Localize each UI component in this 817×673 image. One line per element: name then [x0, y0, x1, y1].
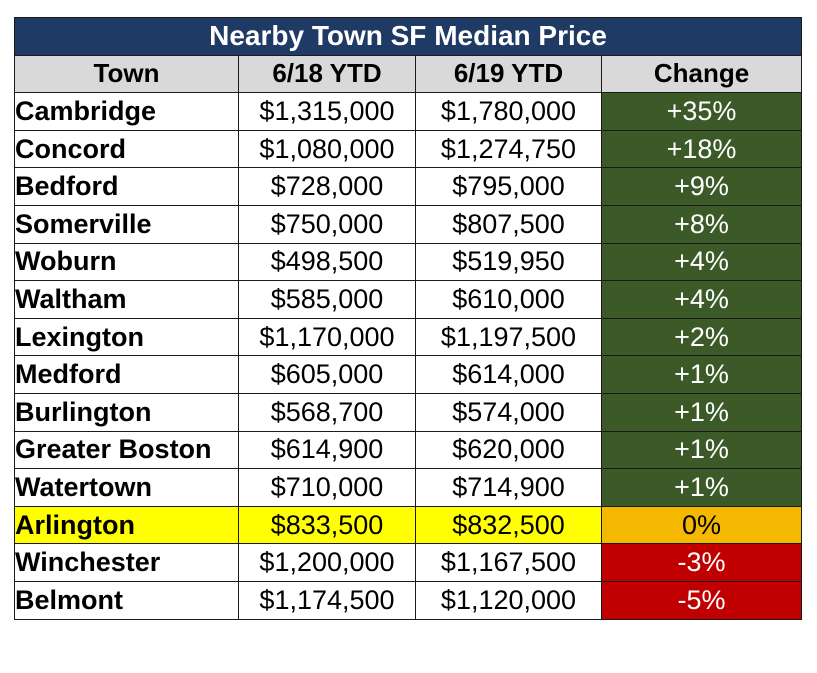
town-cell: Greater Boston	[14, 430, 239, 470]
change-cell: +1%	[600, 355, 803, 394]
price-2018-cell: $568,700	[238, 392, 416, 432]
price-2018-cell: $1,174,500	[238, 580, 416, 620]
price-2019-cell: $807,500	[415, 204, 602, 244]
table-row: Medford $605,000 $614,000 +1%	[14, 355, 803, 394]
change-cell: +1%	[600, 468, 803, 507]
town-cell: Burlington	[14, 392, 239, 432]
table-row: Somerville $750,000 $807,500 +8%	[14, 204, 803, 244]
table-row: Belmont $1,174,500 $1,120,000 -5%	[14, 580, 803, 620]
price-2018-cell: $833,500	[238, 505, 416, 545]
table-row: Lexington $1,170,000 $1,197,500 +2%	[14, 317, 803, 357]
price-2018-cell: $605,000	[238, 355, 416, 394]
change-cell: +4%	[600, 242, 803, 282]
price-2019-cell: $620,000	[415, 430, 602, 470]
table-row: Waltham $585,000 $610,000 +4%	[14, 280, 803, 319]
change-cell: -3%	[600, 543, 803, 582]
town-cell: Arlington	[14, 505, 239, 545]
price-2019-cell: $519,950	[415, 242, 602, 282]
price-2018-cell: $614,900	[238, 430, 416, 470]
town-cell: Concord	[14, 129, 239, 169]
price-2019-cell: $795,000	[415, 167, 602, 206]
column-header-6-19-ytd: 6/19 YTD	[415, 54, 602, 94]
change-cell: 0%	[600, 505, 803, 545]
table-row: Bedford $728,000 $795,000 +9%	[14, 167, 803, 206]
median-price-table: Nearby Town SF Median Price Town 6/18 YT…	[13, 17, 803, 620]
change-cell: +18%	[600, 129, 803, 169]
town-cell: Watertown	[14, 468, 239, 507]
change-cell: +35%	[600, 92, 803, 131]
column-header-6-18-ytd: 6/18 YTD	[238, 54, 416, 94]
table-row: Cambridge $1,315,000 $1,780,000 +35%	[14, 92, 803, 131]
price-2018-cell: $585,000	[238, 280, 416, 319]
change-cell: +9%	[600, 167, 803, 206]
price-2019-cell: $1,780,000	[415, 92, 602, 131]
price-2018-cell: $1,315,000	[238, 92, 416, 131]
column-header-change: Change	[600, 54, 803, 94]
table-row: Burlington $568,700 $574,000 +1%	[14, 392, 803, 432]
change-cell: -5%	[600, 580, 803, 620]
town-cell: Somerville	[14, 204, 239, 244]
change-cell: +1%	[600, 430, 803, 470]
price-2019-cell: $1,197,500	[415, 317, 602, 357]
price-2018-cell: $1,080,000	[238, 129, 416, 169]
price-2019-cell: $832,500	[415, 505, 602, 545]
price-2019-cell: $1,120,000	[415, 580, 602, 620]
price-2019-cell: $574,000	[415, 392, 602, 432]
price-2018-cell: $710,000	[238, 468, 416, 507]
price-2018-cell: $1,170,000	[238, 317, 416, 357]
table-row: Woburn $498,500 $519,950 +4%	[14, 242, 803, 282]
table-body: Cambridge $1,315,000 $1,780,000 +35% Concord…	[14, 92, 803, 620]
town-cell: Lexington	[14, 317, 239, 357]
town-cell: Cambridge	[14, 92, 239, 131]
change-cell: +1%	[600, 392, 803, 432]
table-row: Concord $1,080,000 $1,274,750 +18%	[14, 129, 803, 169]
price-2019-cell: $610,000	[415, 280, 602, 319]
price-2019-cell: $1,167,500	[415, 543, 602, 582]
price-2019-cell: $1,274,750	[415, 129, 602, 169]
town-cell: Waltham	[14, 280, 239, 319]
price-2019-cell: $714,900	[415, 468, 602, 507]
town-cell: Medford	[14, 355, 239, 394]
price-2019-cell: $614,000	[415, 355, 602, 394]
change-cell: +2%	[600, 317, 803, 357]
table-row: Arlington $833,500 $832,500 0%	[14, 505, 803, 545]
town-cell: Winchester	[14, 543, 239, 582]
price-2018-cell: $498,500	[238, 242, 416, 282]
table-row: Watertown $710,000 $714,900 +1%	[14, 468, 803, 507]
change-cell: +8%	[600, 204, 803, 244]
town-cell: Woburn	[14, 242, 239, 282]
change-cell: +4%	[600, 280, 803, 319]
price-2018-cell: $728,000	[238, 167, 416, 206]
town-cell: Belmont	[14, 580, 239, 620]
table-row: Winchester $1,200,000 $1,167,500 -3%	[14, 543, 803, 582]
table-row: Greater Boston $614,900 $620,000 +1%	[14, 430, 803, 470]
column-header-town: Town	[14, 54, 239, 94]
town-cell: Bedford	[14, 167, 239, 206]
price-2018-cell: $750,000	[238, 204, 416, 244]
table-title: Nearby Town SF Median Price	[13, 17, 803, 56]
price-2018-cell: $1,200,000	[238, 543, 416, 582]
